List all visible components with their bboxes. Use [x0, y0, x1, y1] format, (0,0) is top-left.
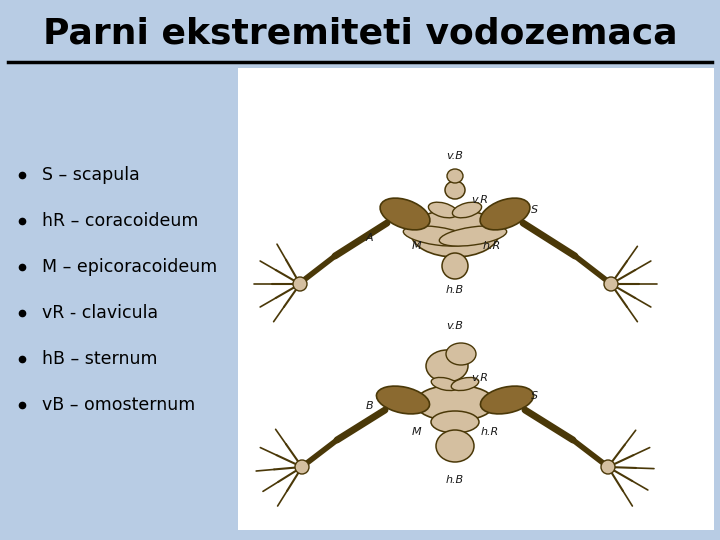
Ellipse shape [480, 386, 534, 414]
Text: v.R: v.R [471, 195, 488, 205]
Text: h.R: h.R [481, 427, 499, 437]
Ellipse shape [403, 226, 471, 246]
Ellipse shape [480, 198, 530, 230]
Ellipse shape [451, 377, 479, 390]
Ellipse shape [293, 277, 307, 291]
Text: hR – coracoideum: hR – coracoideum [42, 212, 199, 230]
Ellipse shape [446, 343, 476, 365]
Ellipse shape [295, 460, 309, 474]
Text: M: M [411, 427, 421, 437]
Ellipse shape [380, 198, 430, 230]
Text: hB – sternum: hB – sternum [42, 350, 158, 368]
Ellipse shape [452, 202, 482, 218]
Text: S: S [531, 391, 538, 401]
Text: vR - clavicula: vR - clavicula [42, 304, 158, 322]
Ellipse shape [431, 411, 479, 433]
FancyBboxPatch shape [238, 68, 714, 530]
Text: S – scapula: S – scapula [42, 166, 140, 184]
Ellipse shape [426, 350, 468, 382]
Ellipse shape [436, 430, 474, 462]
Ellipse shape [445, 181, 465, 199]
Ellipse shape [428, 202, 458, 218]
Text: v.R: v.R [471, 373, 488, 383]
Ellipse shape [411, 209, 499, 257]
Ellipse shape [415, 385, 495, 421]
Text: Parni ekstremiteti vodozemaca: Parni ekstremiteti vodozemaca [42, 17, 678, 51]
Ellipse shape [601, 460, 615, 474]
Text: A: A [365, 233, 373, 243]
Ellipse shape [442, 253, 468, 279]
Text: v.B: v.B [446, 321, 464, 331]
Ellipse shape [377, 386, 430, 414]
Text: B: B [365, 401, 373, 411]
Text: v.B: v.B [446, 151, 464, 161]
Ellipse shape [439, 226, 507, 246]
Text: M – epicoracoideum: M – epicoracoideum [42, 258, 217, 276]
Ellipse shape [604, 277, 618, 291]
Text: h.B: h.B [446, 475, 464, 485]
Text: h.R: h.R [483, 241, 501, 251]
Text: M: M [411, 241, 421, 251]
Ellipse shape [447, 169, 463, 183]
Text: vB – omosternum: vB – omosternum [42, 396, 195, 414]
Text: S: S [531, 205, 538, 215]
Text: h.B: h.B [446, 285, 464, 295]
Ellipse shape [431, 377, 459, 390]
